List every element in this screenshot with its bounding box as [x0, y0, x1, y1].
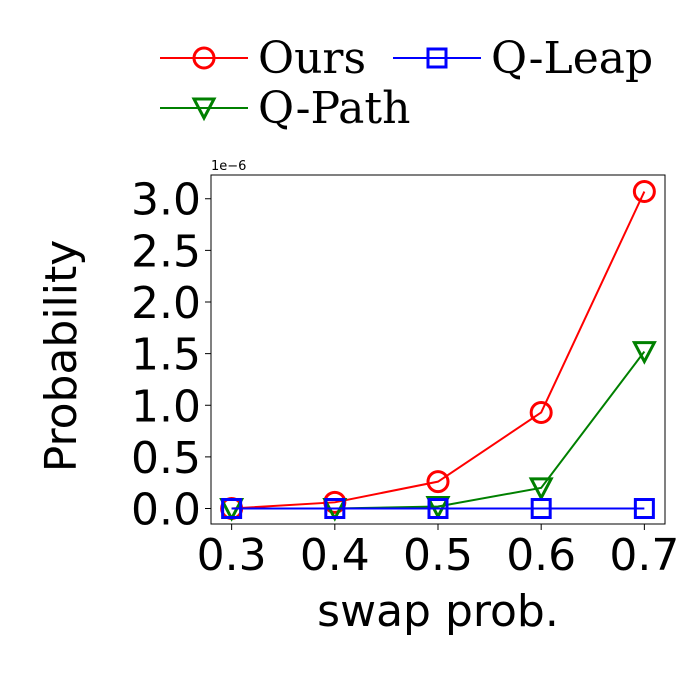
- y-tick-label: 2.0: [131, 278, 201, 329]
- data-point-q-path: [631, 341, 657, 365]
- legend-marker-q-path: [191, 97, 217, 122]
- x-tick-label: 0.5: [403, 530, 473, 581]
- data-point-q-leap: [427, 498, 449, 520]
- data-point-ours: [632, 180, 656, 204]
- legend-entry-q-leap: Q-Leap: [393, 33, 653, 84]
- plot-area: 0.00.51.01.52.02.53.0 0.3 0.4 0.5 0.6 0.7: [131, 174, 679, 581]
- legend-label-ours: Ours: [258, 33, 366, 84]
- legend-marker-q-leap: [426, 47, 448, 69]
- data-point-q-leap: [324, 498, 346, 520]
- legend-entry-q-path: Q-Path: [160, 83, 410, 134]
- y-axis-title: Probability: [36, 240, 87, 473]
- series-line-q-path: [231, 350, 646, 510]
- series-layer: [219, 180, 657, 522]
- data-point-q-leap: [633, 498, 655, 520]
- y-tick-label: 0.0: [131, 485, 201, 536]
- data-point-q-path: [528, 477, 554, 502]
- series-ours: [220, 180, 656, 521]
- x-tick-label: 0.6: [506, 530, 576, 581]
- legend-entry-ours: Ours: [160, 33, 366, 84]
- data-point-ours: [426, 470, 450, 494]
- legend-marker-ours: [192, 46, 216, 70]
- x-axis-title: swap prob.: [317, 586, 559, 637]
- legend: Ours Q-Leap Q-Path: [160, 33, 653, 134]
- data-point-q-path: [425, 495, 451, 520]
- data-point-ours: [529, 400, 553, 424]
- y-tick-label: 2.5: [131, 226, 201, 277]
- legend-label-q-path: Q-Path: [258, 83, 410, 134]
- x-axis: 0.3 0.4 0.5 0.6 0.7: [197, 524, 679, 581]
- data-point-q-leap: [221, 498, 243, 520]
- y-tick-label: 1.0: [131, 381, 201, 432]
- y-tick-label: 3.0: [131, 175, 201, 226]
- series-q-leap: [221, 498, 655, 520]
- y-axis: 0.00.51.01.52.02.53.0: [131, 175, 211, 536]
- x-tick-label: 0.4: [300, 530, 370, 581]
- series-line-ours: [231, 191, 646, 510]
- y-tick-label: 0.5: [131, 433, 201, 484]
- data-point-q-leap: [530, 498, 552, 520]
- y-offset-label: 1e−6: [211, 159, 246, 174]
- x-tick-label: 0.7: [609, 530, 679, 581]
- legend-label-q-leap: Q-Leap: [491, 33, 653, 84]
- y-tick-label: 1.5: [131, 330, 201, 381]
- x-tick-label: 0.3: [197, 530, 267, 581]
